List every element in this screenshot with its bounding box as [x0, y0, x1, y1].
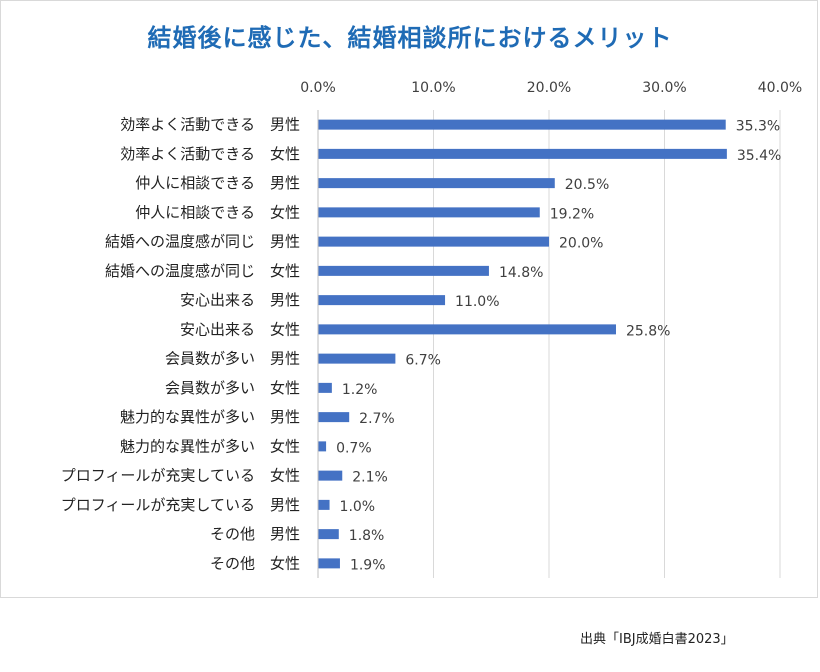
data-label: 14.8%	[499, 265, 543, 281]
data-label: 1.2%	[342, 382, 378, 398]
bar	[318, 558, 340, 569]
x-tick-label: 30.0%	[642, 80, 686, 96]
bar	[318, 324, 616, 335]
bar-chart: 0.0% 10.0% 20.0% 30.0% 40.0% 効率よく活動できる 男性 35.3…	[61, 80, 802, 578]
category-label: その他 女性	[210, 554, 300, 572]
data-label: 2.1%	[352, 470, 388, 486]
data-label: 11.0%	[455, 294, 499, 310]
data-label: 20.0%	[559, 236, 603, 252]
data-label: 1.8%	[349, 528, 385, 544]
bar	[318, 353, 396, 364]
category-label: 仲人に相談できる 女性	[135, 203, 300, 221]
category-label: 効率よく活動できる 女性	[120, 145, 300, 163]
x-tick-label: 0.0%	[300, 80, 336, 96]
category-label: プロフィールが充実している 女性	[61, 467, 300, 485]
data-label: 20.5%	[565, 177, 609, 193]
bar	[318, 295, 446, 306]
bar	[318, 207, 540, 218]
bar	[318, 529, 339, 540]
chart-title: 結婚後に感じた、結婚相談所におけるメリット	[147, 24, 673, 52]
x-tick-label: 20.0%	[527, 80, 571, 96]
bar	[318, 412, 350, 423]
bar	[318, 236, 549, 247]
category-label: プロフィールが充実している 男性	[61, 496, 300, 514]
data-label: 1.0%	[340, 499, 376, 515]
category-label: 結婚への温度感が同じ 女性	[105, 262, 300, 280]
category-label: 仲人に相談できる 男性	[135, 174, 300, 192]
data-label: 35.4%	[737, 148, 781, 164]
category-label: 会員数が多い 女性	[165, 379, 300, 397]
data-label: 0.7%	[336, 440, 372, 456]
category-label: 結婚への温度感が同じ 男性	[105, 233, 300, 251]
bar	[318, 382, 332, 393]
category-label: 魅力的な異性が多い 男性	[120, 408, 300, 426]
category-label: 安心出来る 男性	[180, 291, 300, 309]
bar	[318, 119, 726, 130]
data-label: 25.8%	[626, 323, 670, 339]
category-label: 魅力的な異性が多い 女性	[120, 437, 300, 455]
category-label: 安心出来る 女性	[180, 320, 300, 338]
data-label: 35.3%	[736, 119, 780, 135]
x-tick-label: 10.0%	[411, 80, 455, 96]
data-label: 1.9%	[350, 557, 386, 573]
data-label: 6.7%	[405, 353, 441, 369]
category-label: その他 男性	[210, 525, 300, 543]
category-label: 効率よく活動できる 男性	[120, 116, 300, 134]
bar	[318, 470, 343, 481]
data-label: 19.2%	[550, 206, 594, 222]
data-label: 2.7%	[359, 411, 395, 427]
bar	[318, 148, 727, 159]
category-label: 会員数が多い 男性	[165, 350, 300, 368]
x-tick-label: 40.0%	[758, 80, 802, 96]
bar	[318, 178, 555, 189]
bar	[318, 499, 330, 510]
bar	[318, 265, 489, 276]
bar	[318, 441, 327, 452]
source-note: 出典「IBJ成婚白書2023」	[580, 632, 734, 647]
